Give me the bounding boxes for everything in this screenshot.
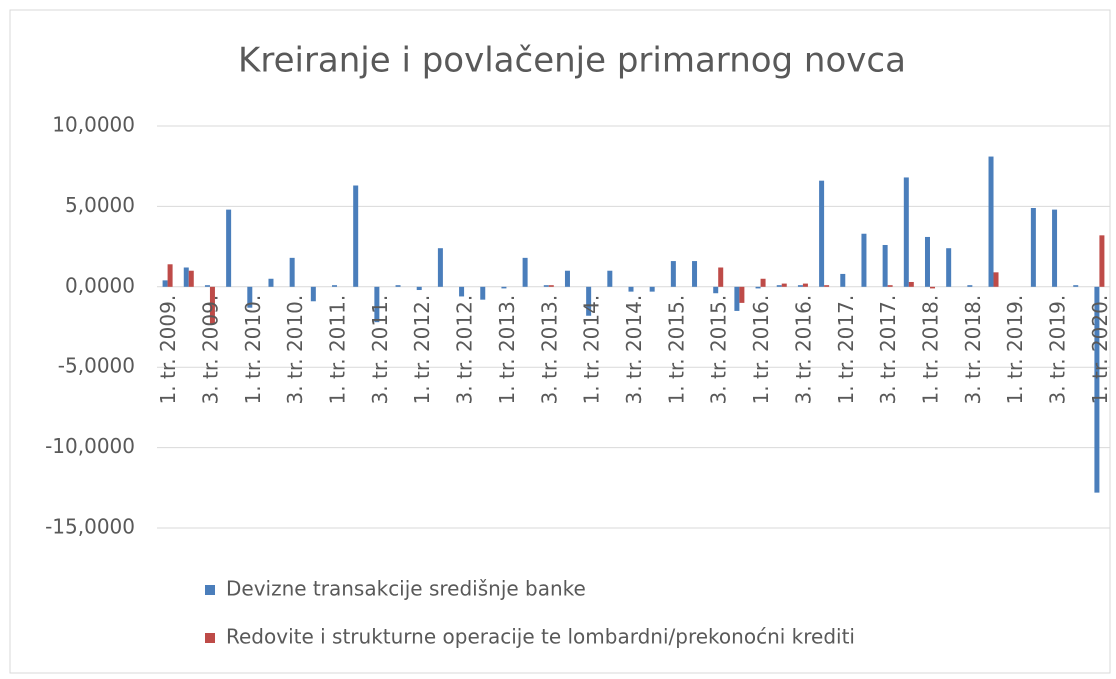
bar bbox=[480, 286, 486, 300]
bar bbox=[586, 286, 592, 316]
bar bbox=[268, 278, 274, 287]
bar bbox=[374, 286, 380, 323]
bar bbox=[781, 283, 787, 287]
bar bbox=[718, 267, 724, 287]
x-tick-label: 1. tr. 2010. bbox=[241, 295, 265, 405]
bar bbox=[209, 286, 215, 324]
bar bbox=[247, 286, 253, 308]
legend-swatch bbox=[205, 633, 215, 643]
bar bbox=[543, 285, 549, 287]
bar bbox=[713, 286, 719, 294]
x-tick-label: 3. tr. 2016. bbox=[791, 295, 815, 405]
bar bbox=[188, 270, 194, 287]
bar bbox=[162, 280, 168, 287]
bar bbox=[929, 286, 935, 289]
bar bbox=[628, 286, 634, 292]
bar bbox=[607, 270, 613, 287]
bar bbox=[289, 257, 295, 287]
bar bbox=[459, 286, 465, 297]
x-tick-label: 3. tr. 2009. bbox=[198, 295, 222, 405]
x-tick-label: 1. tr. 2016. bbox=[749, 295, 773, 405]
bar bbox=[183, 267, 189, 287]
x-tick-label: 3. tr. 2012. bbox=[453, 295, 477, 405]
y-tick-label: 0,0000 bbox=[65, 273, 135, 297]
bar bbox=[204, 285, 210, 287]
x-tick-label: 1. tr. 2015. bbox=[664, 295, 688, 405]
bar bbox=[564, 270, 570, 287]
bar bbox=[416, 286, 422, 291]
bar bbox=[226, 209, 232, 287]
bar bbox=[1073, 285, 1079, 287]
x-tick-label: 3. tr. 2014. bbox=[622, 295, 646, 405]
bar bbox=[734, 286, 740, 311]
bar bbox=[548, 285, 554, 287]
x-tick-label: 1. tr. 2014. bbox=[580, 295, 604, 405]
x-tick-label: 3. tr. 2013. bbox=[537, 295, 561, 405]
x-tick-label: 1. tr. 2018. bbox=[918, 295, 942, 405]
bar bbox=[1052, 209, 1058, 287]
bar bbox=[332, 285, 338, 287]
y-tick-label: -5,0000 bbox=[58, 354, 135, 378]
bar bbox=[882, 244, 888, 287]
bar bbox=[395, 285, 401, 287]
bar bbox=[1099, 235, 1105, 287]
bar bbox=[861, 233, 867, 287]
bar bbox=[819, 180, 825, 287]
x-tick-label: 1. tr. 2017. bbox=[834, 295, 858, 405]
y-tick-label: 10,0000 bbox=[52, 113, 135, 137]
legend-swatch bbox=[205, 585, 215, 595]
bar bbox=[840, 273, 846, 287]
bar bbox=[887, 285, 893, 287]
bar bbox=[522, 257, 528, 287]
bar bbox=[824, 285, 830, 287]
x-tick-label: 1. tr. 2011. bbox=[326, 295, 350, 405]
bar bbox=[649, 286, 655, 292]
x-tick-label: 3. tr. 2017. bbox=[876, 295, 900, 405]
y-tick-label: -15,0000 bbox=[45, 515, 135, 539]
bar bbox=[797, 285, 803, 287]
bar bbox=[802, 283, 808, 287]
x-tick-label: 1. tr. 2012. bbox=[410, 295, 434, 405]
bar bbox=[1094, 286, 1100, 493]
x-tick-label: 1. tr. 2009. bbox=[156, 295, 180, 405]
bar bbox=[755, 286, 761, 289]
bar bbox=[760, 278, 766, 287]
x-tick-label: 3. tr. 2010. bbox=[283, 295, 307, 405]
bar bbox=[776, 285, 782, 287]
x-tick-label: 1. tr. 2020. bbox=[1088, 295, 1112, 405]
x-tick-label: 3. tr. 2015. bbox=[707, 295, 731, 405]
y-tick-label: 5,0000 bbox=[65, 193, 135, 217]
bar bbox=[924, 236, 930, 287]
x-tick-label: 3. tr. 2018. bbox=[961, 295, 985, 405]
chart-title: Kreiranje i povlačenje primarnog novca bbox=[238, 41, 906, 81]
legend-label: Redovite i strukturne operacije te lomba… bbox=[226, 625, 855, 649]
bar bbox=[670, 261, 676, 287]
bar bbox=[946, 248, 952, 287]
bar bbox=[167, 264, 173, 287]
bar bbox=[908, 281, 914, 287]
bar bbox=[692, 261, 698, 287]
bar bbox=[988, 156, 994, 287]
bar bbox=[993, 272, 999, 287]
bar bbox=[967, 285, 973, 287]
chart-frame bbox=[9, 9, 1111, 674]
bar bbox=[437, 248, 443, 287]
bar bbox=[739, 286, 745, 303]
bar bbox=[1030, 208, 1036, 287]
bar bbox=[903, 177, 909, 287]
bar bbox=[310, 286, 316, 302]
bar bbox=[501, 286, 507, 289]
x-tick-label: 3. tr. 2019. bbox=[1046, 295, 1070, 405]
bar bbox=[353, 185, 359, 287]
x-tick-label: 1. tr. 2013. bbox=[495, 295, 519, 405]
x-tick-label: 3. tr. 2011. bbox=[368, 295, 392, 405]
legend-label: Devizne transakcije središnje banke bbox=[226, 577, 586, 601]
x-tick-label: 1. tr. 2019. bbox=[1003, 295, 1027, 405]
y-tick-label: -10,0000 bbox=[45, 434, 135, 458]
